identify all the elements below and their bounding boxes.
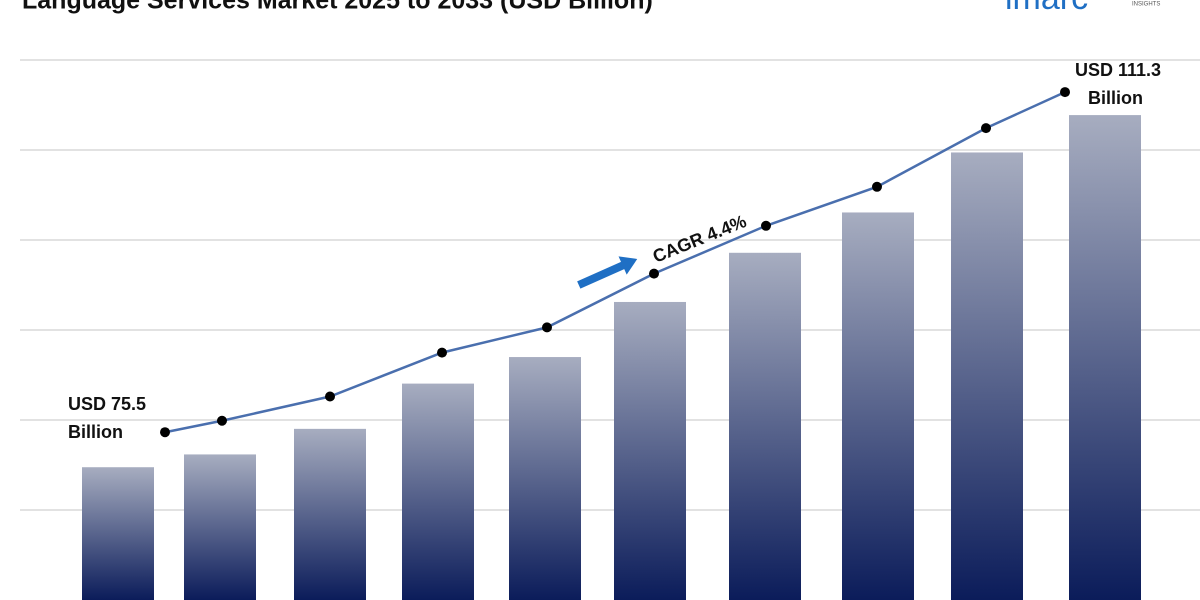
annotation: Billion — [68, 422, 123, 442]
trend-point — [761, 220, 771, 231]
bar — [1069, 115, 1141, 600]
bars — [82, 115, 1141, 600]
trend-point — [160, 427, 170, 438]
arrow — [577, 256, 638, 289]
annotation: USD 75.5 — [68, 394, 146, 414]
trend-point — [217, 415, 227, 426]
trend — [160, 87, 1070, 438]
bar — [184, 454, 256, 600]
annotation: Billion — [1088, 88, 1143, 108]
bar — [614, 301, 686, 600]
trend-point — [649, 268, 659, 279]
trend-point — [437, 347, 447, 358]
bar — [951, 152, 1023, 600]
trend-point — [872, 181, 882, 192]
bar — [729, 252, 801, 600]
brand-sub: INSIGHTS — [1132, 2, 1160, 8]
trend-point — [981, 123, 991, 134]
trend-point — [1060, 87, 1070, 98]
bar — [82, 467, 154, 600]
cagr-arrow — [577, 256, 638, 289]
bar — [402, 383, 474, 600]
bar — [509, 357, 581, 600]
trend-point — [542, 322, 552, 333]
trend-line — [164, 90, 1066, 434]
brand-logo: imarc — [1005, 0, 1088, 17]
trend-point — [325, 391, 335, 402]
chart-title: Language Services Market 2025 to 2033 (U… — [22, 0, 653, 15]
bar — [842, 212, 914, 600]
annotation: USD 111.3 — [1075, 60, 1161, 80]
bar — [294, 428, 366, 600]
